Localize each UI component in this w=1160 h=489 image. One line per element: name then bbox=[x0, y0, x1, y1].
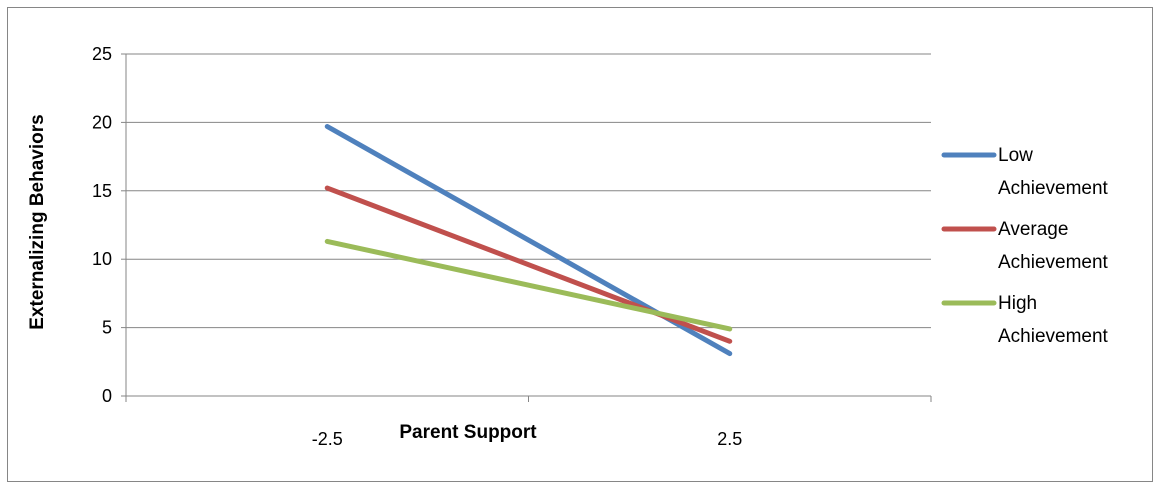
chart-frame bbox=[7, 7, 1153, 482]
legend-label-low-achievement: Low bbox=[998, 145, 1033, 166]
y-tick-label: 0 bbox=[102, 386, 112, 406]
y-tick-label: 25 bbox=[92, 44, 112, 64]
series-lines bbox=[324, 124, 733, 357]
legend-label-low-achievement: Achievement bbox=[998, 178, 1109, 199]
legend: Low Achievement Average Achievement High Achi… bbox=[941, 145, 1109, 347]
legend-label-high-achievement: High bbox=[998, 293, 1037, 314]
legend-label-average-achievement: Average bbox=[998, 219, 1068, 240]
y-tick-label: 15 bbox=[92, 181, 112, 201]
gridlines bbox=[126, 53, 931, 329]
x-tick-label: -2.5 bbox=[312, 429, 343, 449]
axes bbox=[121, 53, 932, 402]
y-tick-label: 5 bbox=[102, 318, 112, 338]
y-tick-label: 20 bbox=[92, 112, 112, 132]
x-axis-title: Parent Support bbox=[399, 422, 537, 443]
x-tick-label: 2.5 bbox=[717, 429, 742, 449]
legend-label-average-achievement: Achievement bbox=[998, 252, 1109, 273]
legend-label-high-achievement: Achievement bbox=[998, 326, 1109, 347]
tick-labels: 0 5 10 15 20 25 -2.5 2.5 bbox=[92, 44, 742, 449]
y-axis-title: Externalizing Behaviors bbox=[27, 114, 48, 329]
series-line-high-achievement bbox=[324, 238, 733, 332]
y-tick-label: 10 bbox=[92, 249, 112, 269]
